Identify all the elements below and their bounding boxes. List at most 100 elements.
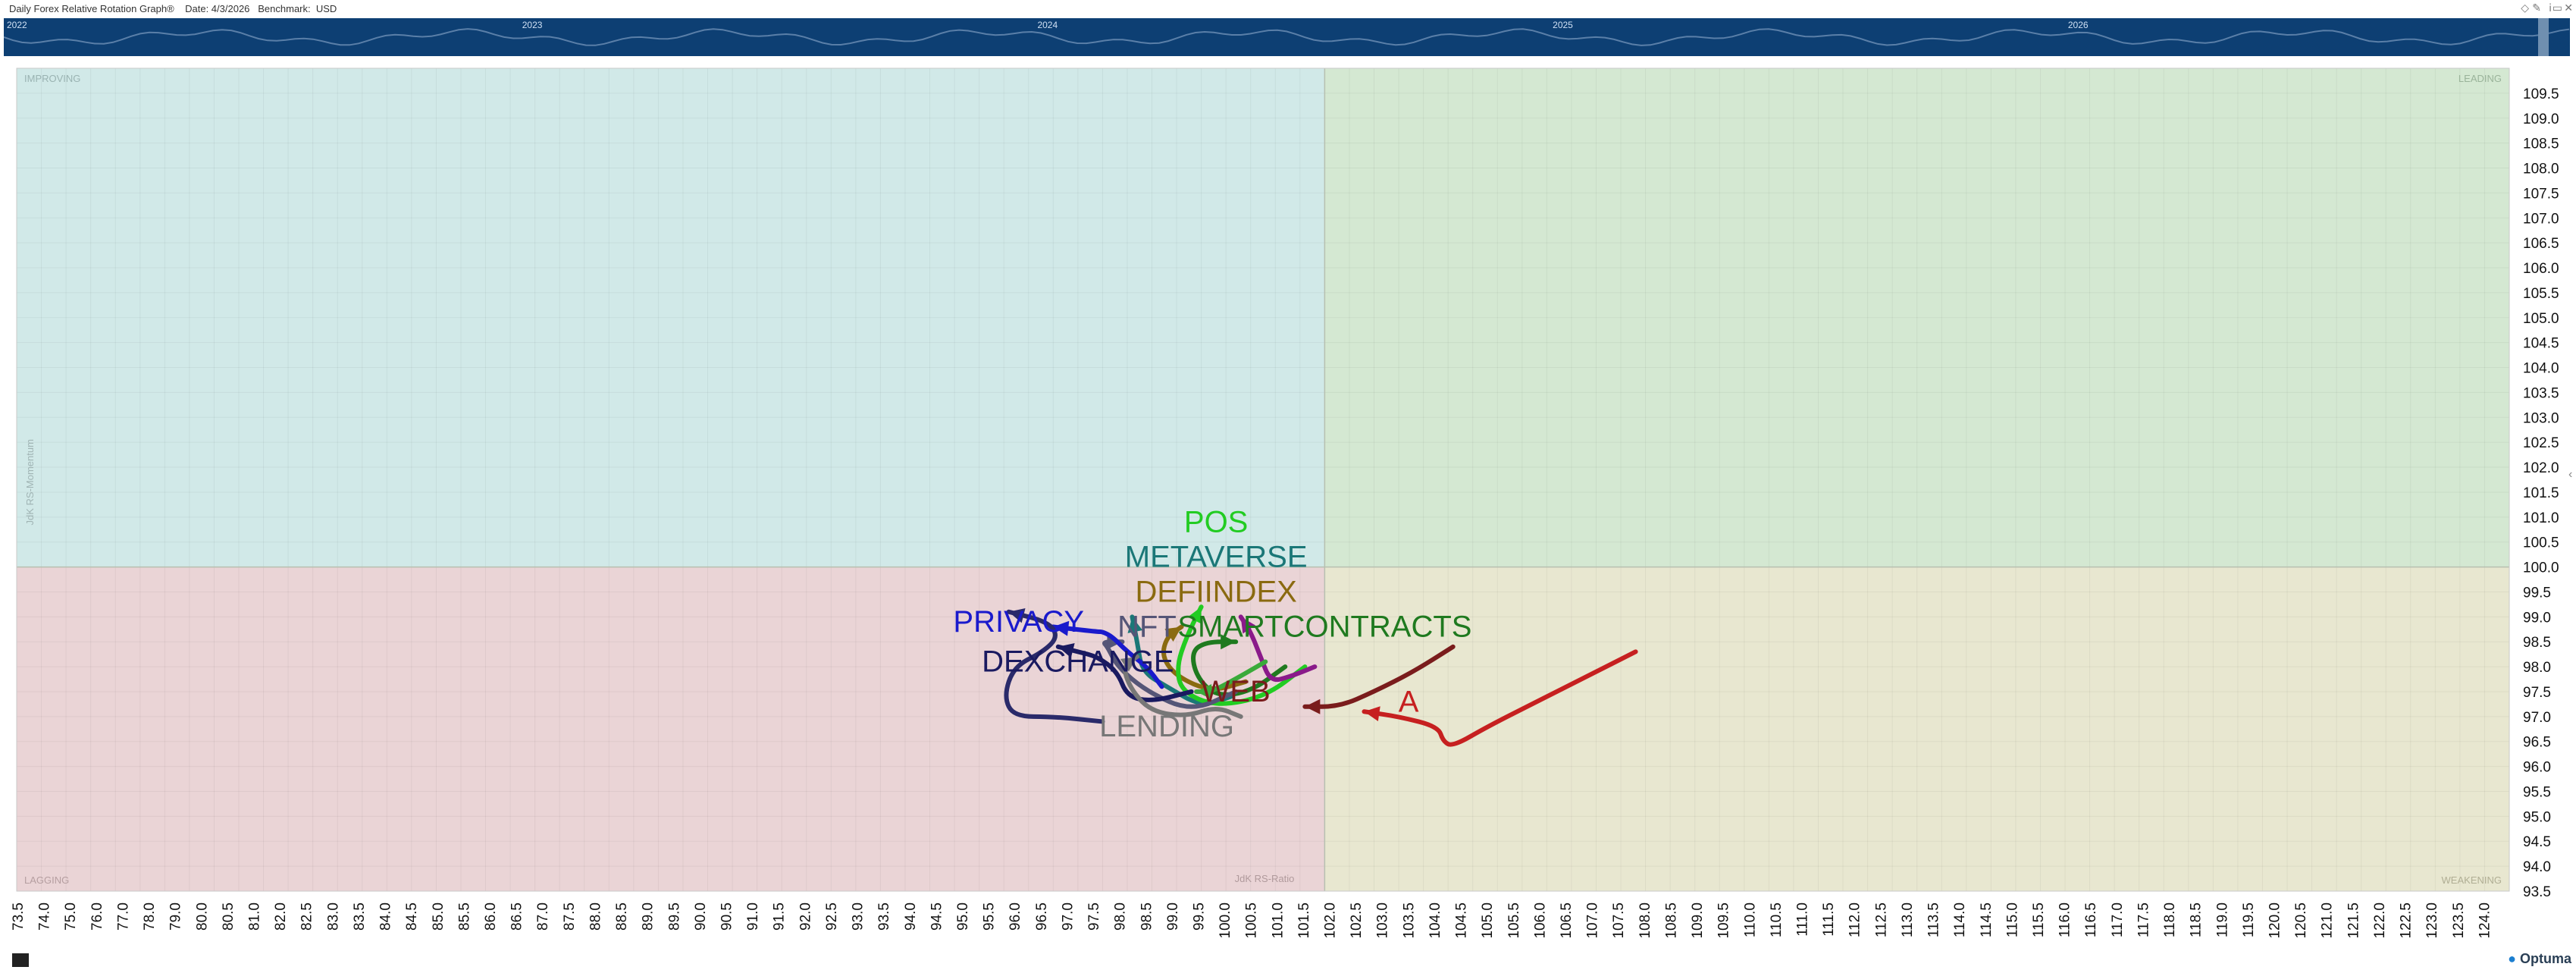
x-tick-label: 93.5 <box>876 903 892 931</box>
timeline-scrubber[interactable]: 2022 2023 2024 2025 2026 <box>4 18 2570 56</box>
x-tick-label: 91.5 <box>772 903 788 931</box>
x-tick-label: 99.0 <box>1165 903 1181 931</box>
x-tick-label: 93.0 <box>851 903 867 931</box>
x-tick-label: 107.5 <box>1611 903 1627 939</box>
y-tick-label: 99.0 <box>2523 610 2551 626</box>
series-label: NFT <box>1117 611 1177 644</box>
window-icon[interactable]: ▭ <box>2552 2 2562 14</box>
quadrant-label-leading: LEADING <box>2458 73 2502 84</box>
series-tail <box>1123 654 1243 719</box>
x-tick-label: 124.0 <box>2477 903 2493 939</box>
y-tick-label: 93.5 <box>2523 884 2551 900</box>
y-tick-label: 95.0 <box>2523 809 2551 825</box>
y-tick-label: 96.5 <box>2523 735 2551 751</box>
x-tick-label: 102.0 <box>1323 903 1339 939</box>
y-tick-label: 102.5 <box>2523 435 2559 451</box>
x-tick-label: 104.5 <box>1454 903 1470 939</box>
quadrant-label-weakening: WEAKENING <box>2442 874 2502 886</box>
y-tick-label: 102.0 <box>2523 460 2559 476</box>
x-tick-label: 112.5 <box>1873 903 1889 937</box>
series-label: LENDING <box>1099 710 1234 743</box>
series-arrowhead <box>1196 683 1212 699</box>
series-label: A <box>1399 685 1419 718</box>
series-tail <box>1362 649 1638 747</box>
timeline-year: 2026 <box>2067 20 2089 30</box>
x-tick-label: 119.5 <box>2241 903 2257 937</box>
y-tick-label: 105.0 <box>2523 311 2559 327</box>
quadrant-improving <box>17 68 1325 567</box>
x-tick-label: 113.0 <box>1900 903 1916 937</box>
info-icon[interactable]: ⅰ <box>2549 2 2552 14</box>
x-tick-label: 79.0 <box>168 903 184 931</box>
x-tick-label: 94.5 <box>929 903 945 931</box>
x-tick-label: 120.0 <box>2267 903 2283 939</box>
x-tick-label: 90.0 <box>693 903 709 931</box>
x-tick-label: 78.0 <box>142 903 158 931</box>
x-tick-label: 80.5 <box>221 903 237 931</box>
x-tick-label: 110.0 <box>1742 903 1758 937</box>
quadrant-label-improving: IMPROVING <box>24 73 80 84</box>
x-tick-label: 113.5 <box>1926 903 1942 937</box>
close-icon[interactable]: ✕ <box>2564 2 2573 14</box>
y-tick-label: 107.0 <box>2523 211 2559 227</box>
timeline-handle[interactable] <box>2538 18 2549 56</box>
quadrant-weakening <box>1324 567 2509 891</box>
x-tick-label: 100.0 <box>1217 903 1233 939</box>
x-tick-label: 88.5 <box>614 903 630 931</box>
x-tick-label: 87.5 <box>562 903 578 931</box>
x-tick-label: 91.0 <box>745 903 761 931</box>
x-tick-label: 118.5 <box>2189 903 2205 937</box>
pin-icon[interactable]: ✎ <box>2532 2 2541 14</box>
x-tick-label: 115.0 <box>2004 903 2020 937</box>
x-tick-label: 111.0 <box>1795 903 1811 937</box>
series-label: PRIVACY <box>953 605 1084 639</box>
y-tick-label: 109.0 <box>2523 111 2559 127</box>
y-tick-label: 108.0 <box>2523 162 2559 177</box>
x-tick-label: 118.0 <box>2162 903 2178 937</box>
x-tick-label: 99.5 <box>1191 903 1207 931</box>
x-tick-label: 117.5 <box>2136 903 2151 937</box>
x-tick-label: 109.0 <box>1690 903 1706 939</box>
series-arrowhead <box>1187 607 1202 624</box>
x-tick-label: 103.0 <box>1375 903 1391 939</box>
series-arrowhead <box>1053 620 1070 636</box>
x-tick-label: 83.0 <box>325 903 341 931</box>
y-tick-label: 104.0 <box>2523 361 2559 377</box>
x-tick-label: 117.0 <box>2110 903 2126 937</box>
x-tick-label: 106.5 <box>1559 903 1575 939</box>
x-tick-label: 105.0 <box>1480 903 1496 939</box>
y-tick-label: 95.5 <box>2523 784 2551 800</box>
x-tick-label: 123.5 <box>2451 903 2467 939</box>
series-arrowhead <box>1164 626 1182 642</box>
series-tail <box>1238 614 1318 683</box>
y-axis-title: JdK RS-Momentum <box>24 439 36 525</box>
optuma-logo: ● Optuma <box>2508 951 2571 966</box>
y-tick-label: 97.0 <box>2523 710 2551 726</box>
x-tick-label: 82.5 <box>299 903 315 931</box>
series-tail <box>1176 604 1308 706</box>
y-tick-label: 103.0 <box>2523 410 2559 426</box>
series-label: METAVERSE <box>1125 541 1308 574</box>
series-tail <box>1051 624 1164 689</box>
x-tick-label: 86.0 <box>483 903 499 931</box>
quadrant-lagging <box>17 567 1325 891</box>
diamond-icon[interactable]: ◇ <box>2521 2 2529 14</box>
x-tick-label: 101.0 <box>1270 903 1286 939</box>
series-label: WEB <box>1202 675 1271 708</box>
x-tick-label: 94.0 <box>903 903 919 931</box>
collapse-arrow-icon[interactable]: ‹ <box>2568 468 2572 481</box>
x-tick-label: 82.0 <box>273 903 289 931</box>
x-tick-label: 108.5 <box>1663 903 1679 939</box>
x-tick-label: 88.0 <box>588 903 603 931</box>
x-tick-label: 86.5 <box>509 903 525 931</box>
y-tick-label: 108.5 <box>2523 137 2559 152</box>
y-tick-label: 107.5 <box>2523 186 2559 202</box>
y-tick-label: 106.0 <box>2523 261 2559 277</box>
x-tick-label: 87.0 <box>535 903 551 931</box>
x-tick-label: 75.0 <box>63 903 79 931</box>
x-tick-label: 107.0 <box>1585 903 1601 939</box>
x-tick-label: 123.0 <box>2424 903 2440 939</box>
status-square[interactable] <box>12 953 29 967</box>
x-tick-label: 89.0 <box>641 903 657 931</box>
